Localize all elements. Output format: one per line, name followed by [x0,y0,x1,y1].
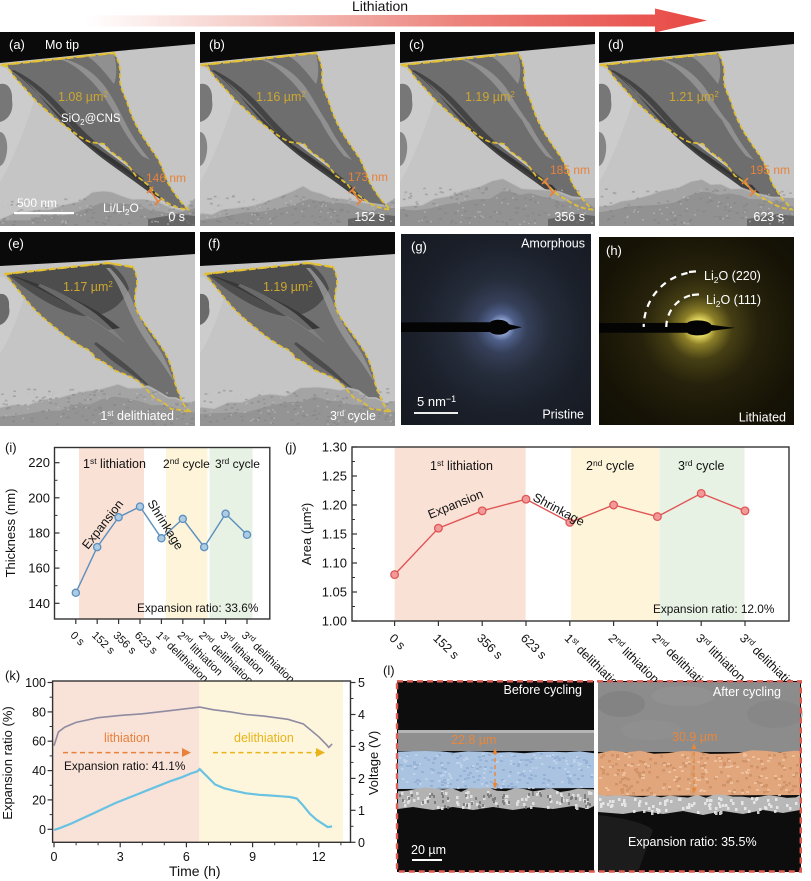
svg-text:140: 140 [28,596,50,611]
svg-text:9: 9 [249,850,256,864]
svg-text:(k): (k) [5,668,20,683]
svg-text:(a): (a) [9,37,25,52]
svg-text:152 s: 152 s [89,630,117,658]
svg-text:1.21 µm2: 1.21 µm2 [669,90,719,104]
svg-text:(l): (l) [383,663,395,678]
svg-text:(d): (d) [608,37,624,52]
svg-text:1.19 µm2: 1.19 µm2 [465,90,515,104]
svg-text:Lithiated: Lithiated [739,410,786,424]
svg-text:0 s: 0 s [168,210,185,224]
svg-text:(c): (c) [409,37,424,52]
svg-text:623 s: 623 s [754,210,785,224]
svg-text:195 nm: 195 nm [750,163,790,177]
svg-text:Mo tip: Mo tip [45,38,79,52]
svg-text:Expansion ratio (%): Expansion ratio (%) [0,706,15,819]
svg-text:60: 60 [32,735,46,749]
svg-text:80: 80 [32,705,46,719]
svg-text:1.20: 1.20 [322,498,347,513]
svg-text:356 s: 356 s [554,210,585,224]
svg-text:(f): (f) [208,236,220,251]
svg-text:Thickness (nm): Thickness (nm) [3,489,18,578]
svg-text:delithiation: delithiation [234,731,294,745]
svg-text:12: 12 [312,850,326,864]
svg-text:0 s: 0 s [387,631,409,652]
svg-text:1.10: 1.10 [322,556,347,571]
svg-text:0 s: 0 s [68,630,87,649]
svg-text:1.05: 1.05 [322,585,347,600]
svg-text:100: 100 [25,676,46,690]
svg-text:1.16 µm2: 1.16 µm2 [256,90,306,104]
svg-text:Amorphous: Amorphous [521,237,585,251]
svg-text:20 µm: 20 µm [411,843,446,857]
svg-text:146 nm: 146 nm [146,171,186,185]
svg-text:0: 0 [358,836,365,850]
svg-text:1.19 µm2: 1.19 µm2 [263,280,313,294]
svg-text:(b): (b) [209,37,225,52]
svg-text:152 s: 152 s [354,210,385,224]
svg-text:Expansion ratio: 12.0%: Expansion ratio: 12.0% [653,602,775,616]
svg-text:Time (h): Time (h) [169,863,221,879]
svg-text:Pristine: Pristine [542,408,584,422]
svg-text:22.8 µm: 22.8 µm [451,733,496,747]
svg-text:(h): (h) [606,243,622,258]
svg-text:3: 3 [117,850,124,864]
svg-text:356 s: 356 s [474,631,505,662]
svg-text:Expansion ratio: 33.6%: Expansion ratio: 33.6% [137,601,259,615]
svg-text:623 s: 623 s [132,630,160,658]
svg-text:1st delithiated: 1st delithiated [100,409,174,423]
svg-text:After cycling: After cycling [713,685,781,699]
svg-text:1.30: 1.30 [322,440,347,455]
svg-text:3rd cycle: 3rd cycle [330,409,376,423]
svg-text:1.25: 1.25 [322,469,347,484]
svg-text:Li2O (111): Li2O (111) [706,293,761,309]
svg-text:2: 2 [358,772,365,786]
svg-text:Expansion ratio: 41.1%: Expansion ratio: 41.1% [64,759,186,773]
svg-text:4: 4 [358,708,365,722]
svg-text:30.9 µm: 30.9 µm [672,730,717,744]
svg-text:0: 0 [39,823,46,837]
svg-text:623 s: 623 s [518,631,549,662]
svg-text:5: 5 [358,676,365,690]
svg-text:Expansion ratio: 35.5%: Expansion ratio: 35.5% [628,835,757,849]
svg-text:500 nm: 500 nm [17,196,57,210]
svg-text:356 s: 356 s [111,630,139,658]
svg-text:220: 220 [28,455,50,470]
svg-text:152 s: 152 s [430,631,461,662]
svg-text:200: 200 [28,490,50,505]
svg-text:(j): (j) [285,440,297,455]
svg-text:SiO2@CNS: SiO2@CNS [61,113,121,127]
svg-text:160: 160 [28,561,50,576]
svg-text:1.17 µm2: 1.17 µm2 [63,280,113,294]
svg-text:Voltage (V): Voltage (V) [366,731,381,795]
svg-text:Li/Li2O: Li/Li2O [103,201,139,217]
svg-text:Li2O (220): Li2O (220) [704,269,761,285]
svg-text:180: 180 [28,526,50,541]
svg-text:(e): (e) [8,236,24,251]
svg-text:Before cycling: Before cycling [503,683,582,697]
svg-text:(i): (i) [5,440,17,455]
svg-text:1: 1 [358,804,365,818]
svg-text:3: 3 [358,740,365,754]
svg-text:1.15: 1.15 [322,527,347,542]
svg-text:1st lithiation: 1st lithiation [430,458,493,473]
svg-text:1.08 µm2: 1.08 µm2 [58,90,108,104]
svg-text:1.00: 1.00 [322,614,347,629]
svg-text:173 nm: 173 nm [348,170,388,184]
svg-text:Area (µm²): Area (µm²) [299,503,314,565]
svg-text:1st lithiation: 1st lithiation [83,456,146,471]
svg-text:6: 6 [183,850,190,864]
svg-text:lithiation: lithiation [104,731,150,745]
svg-text:185 nm: 185 nm [550,163,590,177]
svg-text:(g): (g) [411,239,427,254]
svg-text:0: 0 [51,850,58,864]
svg-text:40: 40 [32,764,46,778]
svg-text:20: 20 [32,793,46,807]
